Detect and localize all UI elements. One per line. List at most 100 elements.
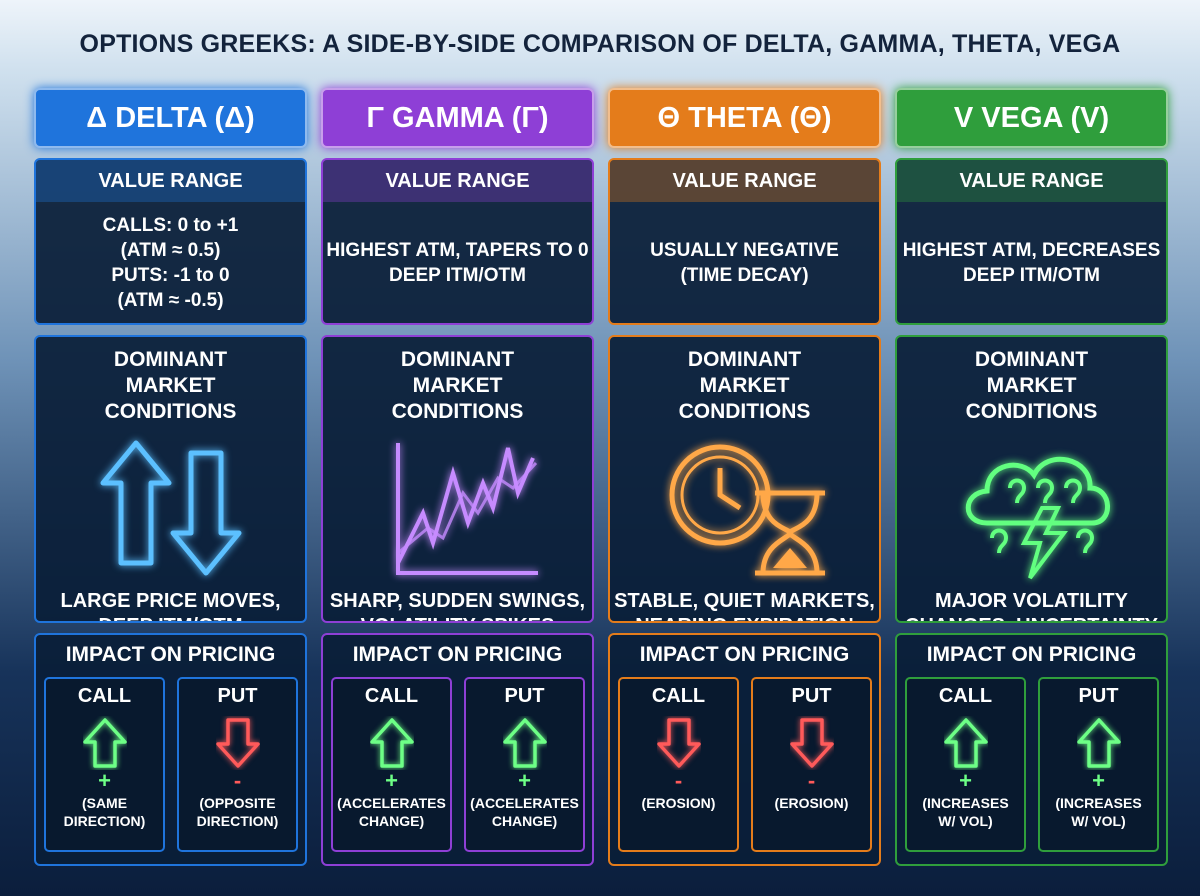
page-title: OPTIONS GREEKS: A SIDE-BY-SIDE COMPARISO… bbox=[79, 30, 1121, 58]
impact-note: W/ VOL) bbox=[1071, 813, 1126, 829]
arrow-icon bbox=[369, 718, 414, 768]
value-line: (TIME DECAY) bbox=[680, 264, 809, 286]
section-label: VALUE RANGE bbox=[36, 160, 305, 202]
call-box: CALL + (ACCELERATES CHANGE) bbox=[331, 677, 452, 852]
impact-box: IMPACT ON PRICING CALL + (ACCELERATES CHANGE… bbox=[321, 633, 594, 866]
greek-column: V VEGA (V) VALUE RANGE HIGHEST ATM, DECREA… bbox=[895, 88, 1168, 866]
greek-header: Γ GAMMA (Γ) bbox=[321, 88, 594, 148]
section-label: VALUE RANGE bbox=[323, 160, 592, 202]
value-line: PUTS: -1 to 0 bbox=[111, 264, 230, 286]
value-range-box: VALUE RANGE USUALLY NEGATIVE (TIME DECAY) bbox=[608, 158, 881, 325]
section-label: VALUE RANGE bbox=[897, 160, 1166, 202]
condition-line: STABLE, QUIET MARKETS, bbox=[614, 590, 875, 612]
condition-line: CHANGES, UNCERTAINTY bbox=[897, 614, 1166, 621]
condition-line: MAJOR VOLATILITY bbox=[935, 590, 1128, 612]
arrow bbox=[179, 716, 296, 772]
condition-lines: STABLE, QUIET MARKETS, NEARING EXPIRATION bbox=[610, 589, 879, 621]
impact-sign: - bbox=[807, 768, 816, 793]
value-line: CALLS: 0 to +1 bbox=[102, 214, 239, 236]
impact-note: CHANGE) bbox=[491, 813, 558, 829]
arrow bbox=[620, 716, 737, 772]
arrow bbox=[753, 716, 870, 772]
call-label: CALL bbox=[77, 685, 132, 707]
arrow-icon bbox=[215, 718, 260, 768]
arrow bbox=[1040, 716, 1157, 772]
value-range-box: VALUE RANGE HIGHEST ATM, TAPERS TO 0 DEEP … bbox=[321, 158, 594, 325]
call-box: CALL + (SAME DIRECTION) bbox=[44, 677, 165, 852]
impact-note: CHANGE) bbox=[358, 813, 425, 829]
put-box: PUT - (OPPOSITE DIRECTION) bbox=[177, 677, 298, 852]
impact-sign: + bbox=[518, 768, 531, 793]
value-range-box: VALUE RANGE HIGHEST ATM, DECREASES DEEP IT… bbox=[895, 158, 1168, 325]
arrow bbox=[907, 716, 1024, 772]
value-line: HIGHEST ATM, TAPERS TO 0 bbox=[326, 239, 589, 261]
impact-note: (INCREASES bbox=[922, 795, 1009, 811]
call-label: CALL bbox=[938, 685, 993, 707]
condition-icon bbox=[100, 440, 241, 576]
section-label: VALUE RANGE bbox=[610, 160, 879, 202]
impact-sign: + bbox=[385, 768, 398, 793]
impact-note: (INCREASES bbox=[1055, 795, 1142, 811]
arrow-icon bbox=[1076, 718, 1121, 768]
greek-header: V VEGA (V) bbox=[895, 88, 1168, 148]
impact-sign: - bbox=[674, 768, 683, 793]
impact-box: IMPACT ON PRICING CALL + (SAME DIRECTION) PUT… bbox=[34, 633, 307, 866]
call-box: CALL - (EROSION) bbox=[618, 677, 739, 852]
condition-icon bbox=[965, 456, 1110, 580]
condition-lines: SHARP, SUDDEN SWINGS, VOLATILITY SPIKES bbox=[323, 589, 592, 621]
value-range-box: VALUE RANGE CALLS: 0 to +1 (ATM ≈ 0.5) PUTS… bbox=[34, 158, 307, 325]
put-label: PUT bbox=[504, 685, 545, 707]
condition-lines: LARGE PRICE MOVES, DEEP ITM/OTM bbox=[36, 589, 305, 621]
condition-line: DEEP ITM/OTM bbox=[36, 614, 305, 621]
conditions-box: DOMINANT MARKET CONDITIONS LARGE PRICE MO… bbox=[34, 335, 307, 623]
impact-note: W/ VOL) bbox=[938, 813, 993, 829]
condition-lines: MAJOR VOLATILITY CHANGES, UNCERTAINTY bbox=[897, 589, 1166, 621]
conditions-box: DOMINANT MARKET CONDITIONS SHARP, SUDDEN … bbox=[321, 335, 594, 623]
section-label: IMPACT ON PRICING bbox=[639, 643, 850, 666]
impact-note: DIRECTION) bbox=[63, 813, 146, 829]
value-lines: HIGHEST ATM, DECREASES DEEP ITM/OTM bbox=[897, 202, 1166, 323]
section-label: IMPACT ON PRICING bbox=[926, 643, 1137, 666]
section-label: DOMINANT MARKET CONDITIONS bbox=[965, 348, 1098, 423]
value-lines: USUALLY NEGATIVE (TIME DECAY) bbox=[610, 202, 879, 323]
section-label: DOMINANT MARKET CONDITIONS bbox=[391, 348, 524, 423]
impact-box: IMPACT ON PRICING CALL - (EROSION) PUT - (EROS… bbox=[608, 633, 881, 866]
impact-sign: + bbox=[98, 768, 111, 793]
value-line: HIGHEST ATM, DECREASES bbox=[902, 239, 1161, 261]
impact-sign: - bbox=[233, 768, 242, 793]
greek-column: Θ THETA (Θ) VALUE RANGE USUALLY NEGATIVE (T… bbox=[608, 88, 881, 866]
arrow bbox=[466, 716, 583, 772]
impact-note: (ACCELERATES bbox=[337, 795, 446, 811]
impact-note: (SAME bbox=[81, 795, 128, 811]
greek-column: Γ GAMMA (Γ) VALUE RANGE HIGHEST ATM, TAPER… bbox=[321, 88, 594, 866]
conditions-box: DOMINANT MARKET CONDITIONS STABLE, QUIET … bbox=[608, 335, 881, 623]
put-box: PUT + (ACCELERATES CHANGE) bbox=[464, 677, 585, 852]
put-box: PUT + (INCREASES W/ VOL) bbox=[1038, 677, 1159, 852]
arrow-icon bbox=[82, 718, 127, 768]
condition-line: LARGE PRICE MOVES, bbox=[60, 590, 281, 612]
condition-line: VOLATILITY SPIKES bbox=[323, 614, 592, 621]
section-label: IMPACT ON PRICING bbox=[65, 643, 276, 666]
value-line: DEEP ITM/OTM bbox=[389, 264, 526, 286]
impact-sign: + bbox=[959, 768, 972, 793]
columns: Δ DELTA (Δ) VALUE RANGE CALLS: 0 to +1 (ATM… bbox=[34, 88, 1168, 866]
greek-header: Δ DELTA (Δ) bbox=[34, 88, 307, 148]
section-label: IMPACT ON PRICING bbox=[352, 643, 563, 666]
put-label: PUT bbox=[791, 685, 832, 707]
impact-box: IMPACT ON PRICING CALL + (INCREASES W/ VOL) P… bbox=[895, 633, 1168, 866]
section-label: DOMINANT MARKET CONDITIONS bbox=[678, 348, 811, 423]
value-line: (ATM ≈ 0.5) bbox=[120, 239, 221, 261]
greek-column: Δ DELTA (Δ) VALUE RANGE CALLS: 0 to +1 (ATM… bbox=[34, 88, 307, 866]
value-lines: HIGHEST ATM, TAPERS TO 0 DEEP ITM/OTM bbox=[323, 202, 592, 323]
impact-note: (OPPOSITE bbox=[199, 795, 276, 811]
arrow bbox=[333, 716, 450, 772]
impact-sign: + bbox=[1092, 768, 1105, 793]
condition-line: NEARING EXPIRATION bbox=[610, 614, 879, 621]
arrow bbox=[46, 716, 163, 772]
put-label: PUT bbox=[1078, 685, 1119, 707]
arrow-icon bbox=[656, 718, 701, 768]
section-label: DOMINANT MARKET CONDITIONS bbox=[104, 348, 237, 423]
call-label: CALL bbox=[651, 685, 706, 707]
arrow-icon bbox=[789, 718, 834, 768]
